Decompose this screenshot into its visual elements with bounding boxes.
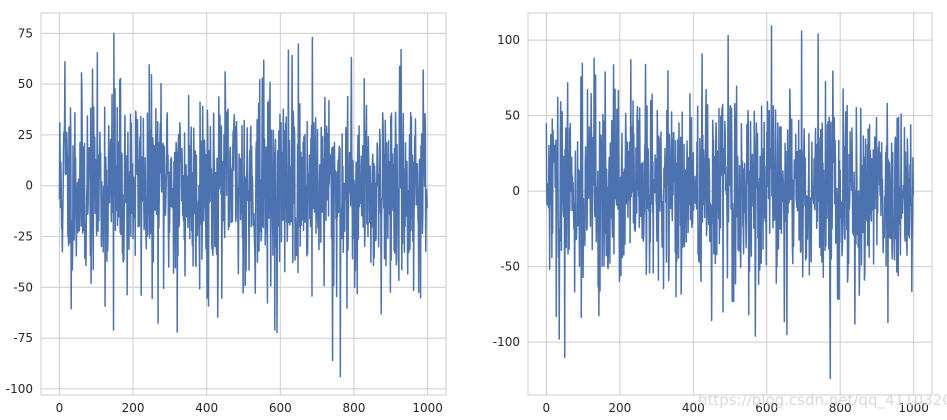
y-tick-label: 75 bbox=[18, 26, 33, 40]
y-tick-label: -75 bbox=[13, 331, 33, 345]
series-line bbox=[58, 32, 428, 378]
series-line bbox=[545, 25, 915, 380]
y-tick-label: 50 bbox=[18, 77, 33, 91]
y-tick-label: -100 bbox=[6, 382, 33, 396]
y-tick-label: 0 bbox=[25, 179, 33, 193]
x-tick-label: 1000 bbox=[898, 401, 929, 415]
y-tick-label: 0 bbox=[512, 184, 520, 198]
y-tick-label: -100 bbox=[493, 335, 520, 349]
plot-frame bbox=[527, 12, 933, 396]
watermark-text: https://blog.csdn.net/qq_41103204 bbox=[698, 391, 947, 410]
plot-frame bbox=[40, 12, 447, 396]
x-tick-label: 1000 bbox=[412, 401, 443, 415]
x-tick-label: 0 bbox=[56, 401, 64, 415]
x-tick-label: 800 bbox=[343, 401, 366, 415]
y-tick-label: -50 bbox=[13, 280, 33, 294]
y-tick-label: 100 bbox=[497, 33, 520, 47]
x-tick-label: 0 bbox=[543, 401, 551, 415]
x-tick-label: 800 bbox=[829, 401, 852, 415]
x-tick-label: 400 bbox=[195, 401, 218, 415]
x-tick-label: 200 bbox=[122, 401, 145, 415]
left-line-chart: 0 200 400 600 800 1000 -100 -75 -50 -25 0 25 50 75 bbox=[6, 12, 447, 415]
right-line-chart: 0 200 400 600 800 1000 -100 -50 0 50 100 bbox=[493, 12, 933, 415]
x-tick-label: 400 bbox=[682, 401, 705, 415]
y-tick-label: 25 bbox=[18, 128, 33, 142]
x-tick-label: 200 bbox=[608, 401, 631, 415]
x-tick-label: 600 bbox=[755, 401, 778, 415]
y-tick-label: -50 bbox=[500, 260, 520, 274]
x-tick-label: 600 bbox=[269, 401, 292, 415]
y-tick-label: 50 bbox=[505, 109, 520, 123]
y-tick-label: -25 bbox=[13, 230, 33, 244]
